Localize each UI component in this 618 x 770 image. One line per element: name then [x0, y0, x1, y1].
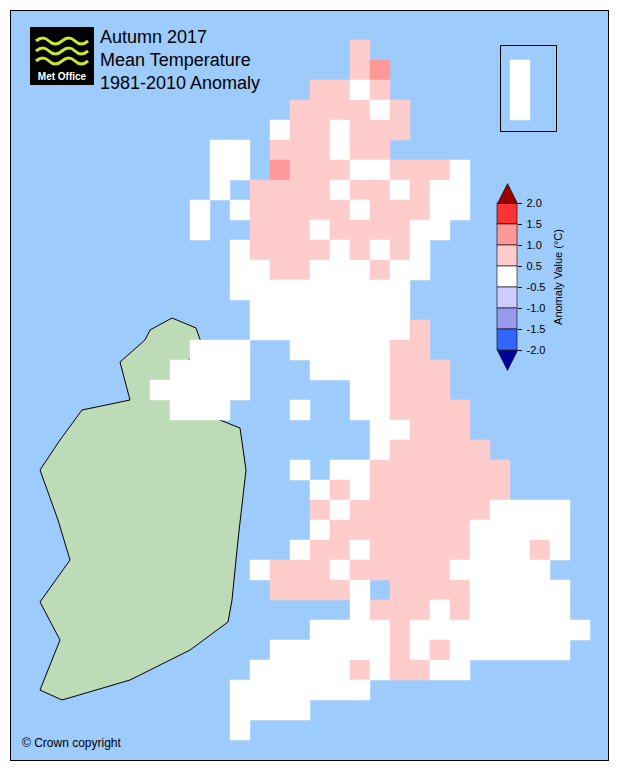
svg-text:-0.5: -0.5: [527, 281, 546, 293]
svg-text:-1.0: -1.0: [527, 302, 546, 314]
svg-text:1.0: 1.0: [527, 239, 542, 251]
svg-text:Anomaly Value (°C): Anomaly Value (°C): [552, 229, 564, 325]
html-text:© Crown copyright: © Crown copyright: [22, 736, 121, 750]
svg-text:0.5: 0.5: [527, 260, 542, 272]
html-text:1981-2010 Anomaly: 1981-2010 Anomaly: [100, 73, 261, 93]
html-text:Autumn 2017: Autumn 2017: [100, 27, 208, 47]
svg-text:-1.5: -1.5: [527, 323, 546, 335]
svg-text:2.0: 2.0: [527, 197, 542, 209]
html-text:Mean Temperature: Mean Temperature: [100, 50, 251, 70]
html-text:Met Office: Met Office: [37, 71, 87, 82]
svg-text:-2.0: -2.0: [527, 344, 546, 356]
svg-text:1.5: 1.5: [527, 218, 542, 230]
